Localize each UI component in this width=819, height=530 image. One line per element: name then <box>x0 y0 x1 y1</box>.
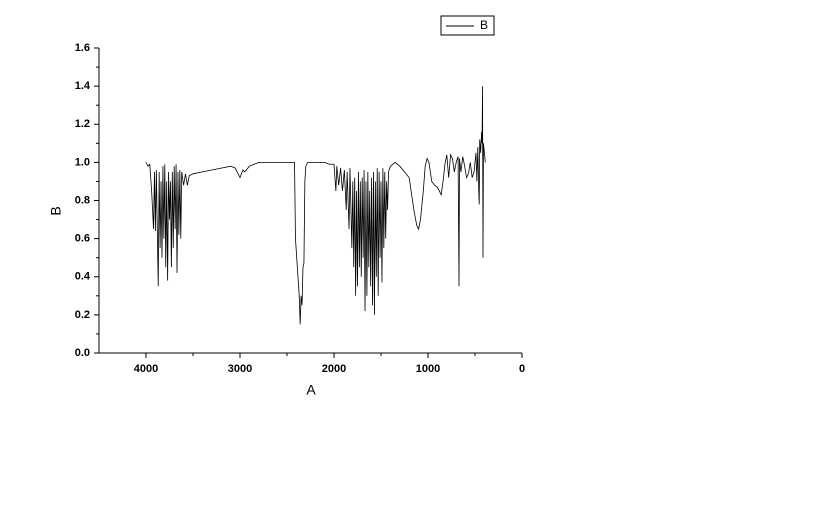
y-tick-label: 1.0 <box>75 156 90 168</box>
y-axis-label: B <box>48 206 64 215</box>
y-tick-label: 0.4 <box>75 271 91 283</box>
y-tick-label: 0.8 <box>75 194 90 206</box>
x-tick-label: 0 <box>519 363 525 375</box>
y-tick-label: 1.4 <box>75 80 91 92</box>
legend-label: B <box>480 18 488 32</box>
y-tick-label: 0.0 <box>75 347 90 359</box>
x-axis-label: A <box>306 382 316 398</box>
y-tick-label: 1.2 <box>75 118 90 130</box>
y-tick-label: 1.6 <box>75 42 90 54</box>
x-tick-label: 2000 <box>322 363 346 375</box>
y-tick-label: 0.6 <box>75 233 90 245</box>
spectrum-line <box>145 86 486 325</box>
x-tick-label: 4000 <box>134 363 158 375</box>
x-tick-label: 3000 <box>228 363 252 375</box>
y-tick-label: 0.2 <box>75 309 90 321</box>
x-tick-label: 1000 <box>416 363 440 375</box>
